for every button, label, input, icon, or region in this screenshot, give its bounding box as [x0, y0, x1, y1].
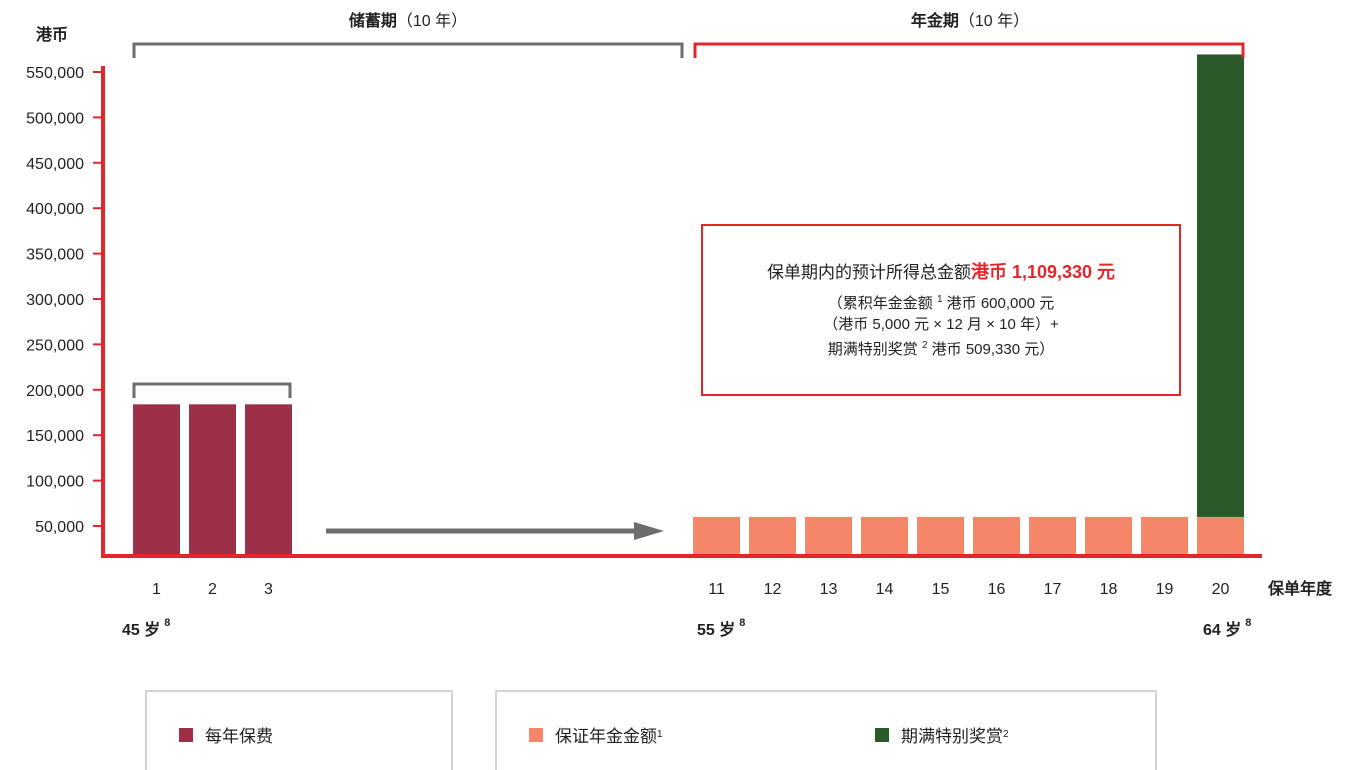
bar-20 [1197, 54, 1244, 517]
y-tick-label: 400,000 [26, 201, 84, 218]
x-axis-label: 保单年度 [1267, 579, 1333, 598]
bar-12 [749, 516, 796, 556]
y-tick-label: 450,000 [26, 156, 84, 173]
legend-sup-bonus: 2 [1003, 729, 1009, 740]
bar-1 [133, 404, 180, 556]
x-tick-label: 18 [1100, 581, 1118, 598]
callout-line-1: （累积年金金额 1 港币 600,000 元 [703, 289, 1179, 314]
x-tick-label: 12 [764, 581, 782, 598]
x-tick-label: 1 [152, 581, 161, 598]
callout-line-3: 期满特别奖赏 2 港币 509,330 元） [703, 335, 1179, 360]
bar-2 [189, 404, 236, 556]
bar-18 [1085, 516, 1132, 556]
callout-total-highlight: 港币 1,109,330 元 [970, 262, 1116, 282]
legend-swatch-annuity [529, 727, 543, 742]
transition-arrow-head [634, 522, 664, 540]
annuity-period-bracket [693, 42, 1245, 58]
y-tick-label: 250,000 [26, 337, 84, 354]
bar-19 [1141, 516, 1188, 556]
x-tick-label: 20 [1212, 581, 1230, 598]
bar-16 [973, 516, 1020, 556]
legend-sup-annuity: 1 [657, 729, 663, 740]
x-tick-label: 13 [820, 581, 838, 598]
callout-line-3-a: 期满特别奖赏 [827, 341, 918, 358]
x-tick-label: 16 [988, 581, 1006, 598]
callout-line-3-b: 港币 509,330 元） [931, 341, 1055, 358]
saving-period-label: 储蓄期（10 年） [348, 11, 467, 30]
y-tick-label: 300,000 [26, 292, 84, 309]
legend-item-premium: 每年保费 [179, 722, 273, 747]
callout-main-line: 保单期内的预计所得总金额港币 1,109,330 元 [703, 262, 1179, 283]
legend-label-bonus: 期满特别奖赏 [901, 727, 1003, 746]
legend-swatch-premium [179, 727, 193, 742]
y-axis-unit: 港币 [36, 25, 68, 44]
x-tick-label: 3 [264, 581, 273, 598]
y-tick-label: 200,000 [26, 383, 84, 400]
callout-line-1-a: （累积年金金额 [827, 295, 933, 312]
bar-17 [1029, 516, 1076, 556]
y-tick-label: 100,000 [26, 474, 84, 491]
legend-swatch-bonus [875, 727, 889, 742]
callout-line-1-b: 港币 600,000 元 [946, 295, 1055, 312]
x-tick-label: 11 [708, 581, 725, 598]
annuity-period-label: 年金期（10 年） [911, 11, 1029, 30]
x-tick-label: 15 [932, 581, 950, 598]
callout-line-3-sup: 2 [921, 340, 928, 351]
y-tick-label: 150,000 [26, 428, 84, 445]
y-tick-label: 350,000 [26, 247, 84, 264]
legend-label-annuity: 保证年金金额 [555, 727, 657, 746]
legend-item-bonus: 期满特别奖赏 2 [875, 722, 1009, 747]
total-amount-callout: 保单期内的预计所得总金额港币 1,109,330 元 （累积年金金额 1 港币 … [701, 224, 1181, 396]
x-tick-label: 19 [1156, 581, 1174, 598]
x-tick-label: 2 [208, 581, 217, 598]
y-tick-label: 500,000 [26, 110, 84, 127]
bar-13 [805, 516, 852, 556]
bar-11 [693, 516, 740, 556]
legend-label-premium: 每年保费 [205, 727, 273, 746]
callout-line-2: （港币 5,000 元 × 12 月 × 10 年）+ [823, 316, 1059, 333]
legend-premium-box: 每年保费 [145, 690, 453, 770]
legend-benefit-box: 保证年金金额 1 期满特别奖赏 2 [495, 690, 1157, 770]
legend-item-annuity: 保证年金金额 1 [529, 722, 663, 747]
saving-period-bracket [132, 42, 684, 58]
bar-3 [245, 404, 292, 556]
y-tick-label: 50,000 [35, 519, 84, 536]
y-tick-label: 550,000 [26, 65, 84, 82]
premium-years-bracket [132, 382, 292, 398]
x-tick-label: 14 [876, 581, 894, 598]
bar-20 [1197, 516, 1244, 556]
bar-14 [861, 516, 908, 556]
x-tick-label: 17 [1044, 581, 1062, 598]
bar-15 [917, 516, 964, 556]
annuity-bar-chart: 50,000 100,000 150,000 200,000 250,000 300,00… [26, 11, 1333, 639]
callout-main-text: 保单期内的预计所得总金额 [766, 263, 971, 282]
callout-line-1-sup: 1 [936, 294, 943, 305]
